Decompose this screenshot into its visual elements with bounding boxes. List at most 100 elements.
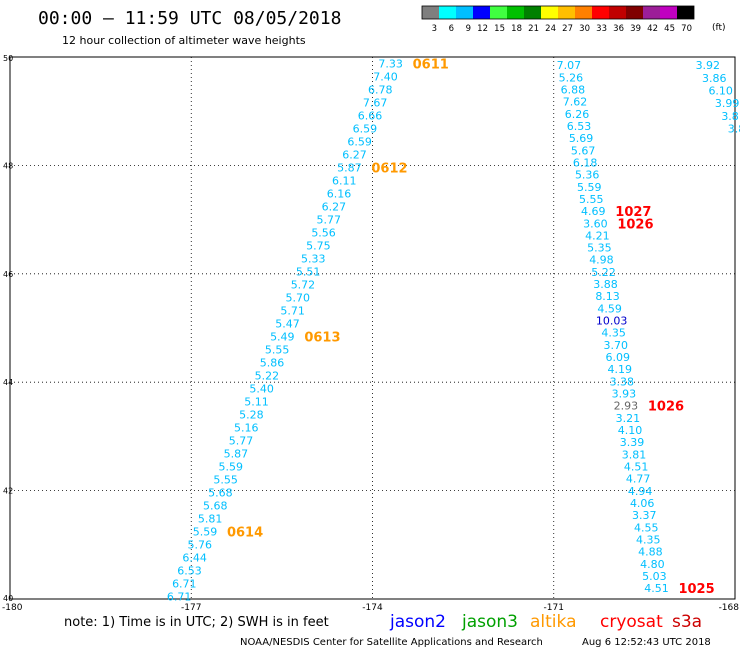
swh-value-label: 5.81 bbox=[198, 512, 223, 525]
swh-value-label: 6.59 bbox=[347, 135, 372, 148]
swh-value-label: 5.51 bbox=[296, 265, 321, 278]
y-tick-label: 48 bbox=[3, 161, 13, 170]
swh-value-label: 5.40 bbox=[249, 382, 274, 395]
legend-label: 36 bbox=[613, 24, 624, 34]
swh-value-label: 4.51 bbox=[644, 582, 669, 595]
swh-value-label: 5.35 bbox=[587, 242, 612, 255]
time-label: 0613 bbox=[304, 330, 340, 345]
legend-label: 33 bbox=[596, 24, 607, 34]
swh-value-label: 5.71 bbox=[280, 304, 305, 317]
time-label: 0612 bbox=[371, 161, 407, 176]
swh-value-label: 4.06 bbox=[630, 497, 655, 510]
swh-value-label: 4.21 bbox=[585, 229, 610, 242]
legend-swatch bbox=[558, 6, 575, 19]
legend-swatch bbox=[626, 6, 643, 19]
swh-value-label: 7.33 bbox=[378, 58, 403, 71]
swh-value-label: 5.69 bbox=[569, 132, 594, 145]
swh-value-label: 5.55 bbox=[579, 193, 604, 206]
swh-value-label: 6.88 bbox=[561, 83, 586, 96]
swh-value-label: 3.21 bbox=[616, 412, 641, 425]
swh-value-label: 5.75 bbox=[306, 239, 331, 252]
time-label: 1025 bbox=[678, 582, 714, 597]
x-tick-label: -177 bbox=[181, 603, 201, 613]
x-tick-label: -171 bbox=[544, 603, 564, 613]
swh-value-label: 6.16 bbox=[327, 187, 352, 200]
swh-value-label: 3.70 bbox=[603, 339, 628, 352]
footer-credit: NOAA/NESDIS Center for Satellite Applica… bbox=[240, 637, 543, 648]
swh-value-label: 3.81 bbox=[622, 448, 647, 461]
legend-swatch bbox=[490, 6, 507, 19]
swh-value-label: 5.55 bbox=[213, 473, 238, 486]
swh-value-label: 5.70 bbox=[286, 291, 311, 304]
satellite-name-s3a: s3a bbox=[672, 612, 702, 632]
legend-swatch bbox=[643, 6, 660, 19]
swh-value-label: 5.67 bbox=[571, 144, 596, 157]
legend-label: 21 bbox=[528, 24, 539, 34]
swh-value-label: 5.87 bbox=[224, 447, 249, 460]
swh-value-label: 7.67 bbox=[363, 96, 388, 109]
swh-value-label: 8.13 bbox=[595, 290, 620, 303]
swh-value-label: 4.35 bbox=[601, 327, 626, 340]
footer-timestamp: Aug 6 12:52:43 UTC 2018 bbox=[582, 637, 711, 648]
swh-value-label: 5.22 bbox=[591, 266, 616, 279]
swh-value-label: 6.10 bbox=[708, 85, 733, 98]
swh-value-label: 7.40 bbox=[373, 70, 398, 83]
time-label: 0614 bbox=[227, 525, 263, 540]
swh-value-label: 4.35 bbox=[636, 534, 661, 547]
swh-value-label: 4.77 bbox=[626, 473, 651, 486]
satellite-tracks: 7.337.406.787.676.666.596.596.275.876.11… bbox=[167, 58, 740, 604]
time-label: 0611 bbox=[413, 58, 449, 73]
swh-value-label: 5.22 bbox=[255, 369, 280, 382]
swh-value-label: 3.81 bbox=[721, 110, 740, 123]
swh-value-label: 5.76 bbox=[188, 538, 213, 551]
swh-value-label: 6.27 bbox=[322, 200, 347, 213]
legend-swatch bbox=[473, 6, 490, 19]
swh-value-label: 6.59 bbox=[353, 122, 378, 135]
swh-value-label: 5.87 bbox=[337, 161, 362, 174]
swh-value-label: 5.59 bbox=[193, 525, 218, 538]
legend-swatch bbox=[439, 6, 456, 19]
grid-lines bbox=[10, 57, 735, 599]
swh-value-label: 5.26 bbox=[559, 71, 584, 84]
legend-label: 15 bbox=[494, 24, 505, 34]
y-tick-label: 46 bbox=[3, 270, 13, 279]
satellite-legend: jason2 jason3 altika cryosat s3a bbox=[389, 612, 702, 632]
swh-value-label: 5.55 bbox=[265, 343, 290, 356]
legend-label: 24 bbox=[545, 24, 556, 34]
swh-value-label: 6.53 bbox=[177, 564, 202, 577]
swh-value-label: 3.99 bbox=[715, 97, 740, 110]
swh-value-label: 6.78 bbox=[368, 83, 393, 96]
swh-value-label: 5.68 bbox=[208, 486, 233, 499]
legend-swatch bbox=[541, 6, 558, 19]
legend-swatch bbox=[609, 6, 626, 19]
y-axis-ticks: 40 42 44 46 48 50 bbox=[3, 54, 13, 603]
legend-label: 9 bbox=[466, 24, 471, 34]
swh-value-label: 3.39 bbox=[620, 436, 645, 449]
swh-value-label: 3.93 bbox=[612, 388, 637, 401]
swh-value-label: 6.18 bbox=[573, 156, 598, 169]
swh-value-label: 5.59 bbox=[218, 460, 243, 473]
swh-value-label: 5.68 bbox=[203, 499, 228, 512]
swh-value-label: 4.59 bbox=[597, 302, 622, 315]
legend-label: 39 bbox=[630, 24, 641, 34]
swh-value-label: 6.09 bbox=[605, 351, 630, 364]
swh-value-label: 3.37 bbox=[632, 509, 657, 522]
swh-value-label: 5.49 bbox=[270, 330, 295, 343]
swh-value-label: 5.28 bbox=[239, 408, 264, 421]
swh-value-label: 4.69 bbox=[581, 205, 606, 218]
swh-value-label: 10.03 bbox=[596, 315, 628, 328]
legend-label: 3 bbox=[432, 24, 437, 34]
swh-value-label: 5.11 bbox=[244, 395, 269, 408]
swh-value-label: 6.71 bbox=[167, 590, 192, 603]
swh-value-label: 5.16 bbox=[234, 421, 259, 434]
legend-swatch bbox=[456, 6, 473, 19]
swh-value-label: 6.26 bbox=[565, 108, 590, 121]
legend-label: 70 bbox=[681, 24, 692, 34]
time-label: 1026 bbox=[648, 400, 684, 415]
y-tick-label: 40 bbox=[3, 594, 13, 603]
swh-value-label: 5.77 bbox=[316, 213, 341, 226]
swh-value-label: 3.38 bbox=[610, 375, 635, 388]
track-c: 3.923.866.103.993.813.890832083 bbox=[696, 59, 740, 135]
y-tick-label: 50 bbox=[3, 54, 13, 63]
swh-value-label: 5.33 bbox=[301, 252, 326, 265]
